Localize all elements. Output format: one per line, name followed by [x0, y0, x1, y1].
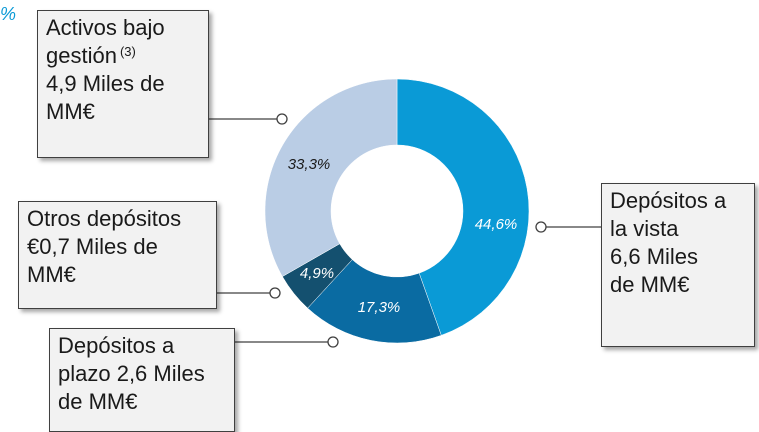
- callout-other-line-2: €0,7 Miles de: [27, 234, 158, 260]
- callout-aum-line-1: Activos bajo: [46, 15, 165, 40]
- callout-demand-deposits: Depósitos a la vista 6,6 Miles de MM€: [601, 183, 755, 347]
- connector-dot-term: [327, 336, 339, 348]
- callout-aum-line-3: 4,9 Miles de: [46, 71, 165, 97]
- callout-assets-under-management: Activos bajo gestión (3) 4,9 Miles de MM€: [37, 10, 209, 158]
- donut-slices: [264, 78, 530, 344]
- callout-demand-line-1: Depósitos a: [610, 188, 727, 213]
- donut-slice-demand: [396, 78, 530, 336]
- slice-label-demand: 44,6%: [475, 216, 518, 233]
- slice-label-other: 4,9%: [300, 265, 334, 282]
- percent-unit-mark: %: [0, 4, 17, 24]
- callout-term-line-2: plazo 2,6 Miles: [58, 361, 205, 387]
- slice-label-term: 17,3%: [358, 299, 401, 316]
- slice-labels: 44,6% 17,3% 4,9% 33,3%: [288, 156, 518, 316]
- callout-term-line-3: de MM€: [58, 389, 138, 415]
- connector-dot-demand: [535, 221, 547, 233]
- callout-term-deposits: Depósitos a plazo 2,6 Miles de MM€: [49, 328, 235, 432]
- connector-dot-aum: [276, 113, 288, 125]
- callout-connectors: [209, 113, 601, 348]
- callout-demand-line-2: la vista: [610, 216, 679, 242]
- donut-slice-aum: [264, 78, 398, 277]
- callout-aum-footnote: (3): [119, 44, 136, 60]
- callout-term-line-1: Depósitos a: [58, 333, 175, 358]
- slice-label-aum: 33,3%: [288, 156, 331, 173]
- callout-demand-line-4: de MM€: [610, 272, 690, 298]
- callout-demand-line-3: 6,6 Miles: [610, 244, 699, 270]
- connector-dot-other: [269, 287, 281, 299]
- callout-other-deposits: Otros depósitos €0,7 Miles de MM€: [18, 201, 217, 309]
- callout-aum-line-2: gestión: [46, 43, 117, 69]
- callout-other-line-1: Otros depósitos: [27, 206, 182, 231]
- callout-other-line-3: MM€: [27, 262, 76, 288]
- callout-aum-line-4: MM€: [46, 99, 95, 125]
